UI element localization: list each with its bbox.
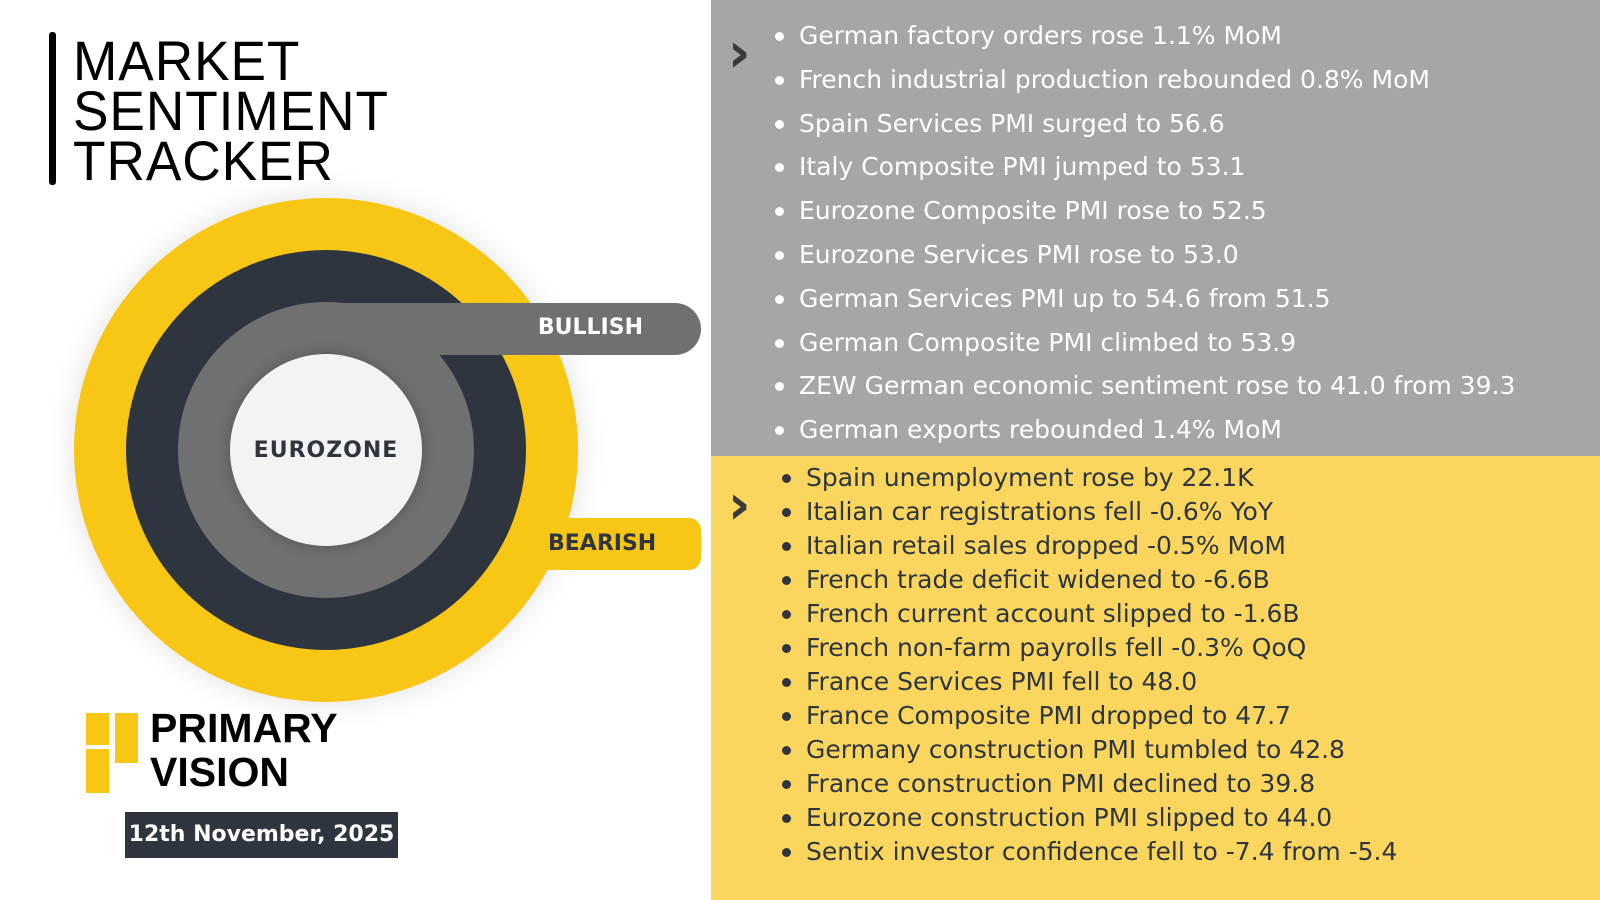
list-item: German factory orders rose 1.1% MoM (774, 18, 1515, 62)
page-title: MARKET SENTIMENT TRACKER (73, 29, 406, 192)
logo-mark (86, 713, 138, 793)
list-item: Germany construction PMI tumbled to 42.8 (781, 734, 1397, 768)
logo-text: PRIMARY VISION (150, 706, 338, 794)
list-item: Italy Composite PMI jumped to 53.1 (774, 149, 1515, 193)
logo-line: VISION (150, 749, 289, 795)
bullish-list: German factory orders rose 1.1% MoM Frenc… (774, 18, 1515, 456)
list-item: Eurozone construction PMI slipped to 44.… (781, 802, 1397, 836)
list-item: French current account slipped to -1.6B (781, 598, 1397, 632)
list-item: German Composite PMI climbed to 53.9 (774, 325, 1515, 369)
bullish-panel (711, 0, 1600, 456)
list-item: Italian retail sales dropped -0.5% MoM (781, 530, 1397, 564)
bearish-panel (711, 456, 1600, 900)
list-item: France Composite PMI dropped to 47.7 (781, 700, 1397, 734)
title-line: SENTIMENT (73, 79, 389, 142)
date-badge: 12th November, 2025 (125, 812, 398, 858)
list-item: Spain Services PMI surged to 56.6 (774, 106, 1515, 150)
chevron-right-icon: ›› (728, 473, 740, 536)
title-line: MARKET (73, 29, 301, 92)
bearish-tab: BEARISH (540, 518, 701, 570)
list-item: ZEW German economic sentiment rose to 41… (774, 368, 1515, 412)
bullish-label: BULLISH (537, 315, 643, 340)
center-label: EUROZONE (253, 437, 399, 463)
title-line: TRACKER (73, 129, 334, 192)
list-item: French trade deficit widened to -6.6B (781, 564, 1397, 598)
list-item: Sentix investor confidence fell to -7.4 … (781, 836, 1397, 870)
list-item: Eurozone Services PMI rose to 53.0 (774, 237, 1515, 281)
list-item: France construction PMI declined to 39.8 (781, 768, 1397, 802)
list-item: Spain unemployment rose by 22.1K (781, 462, 1397, 496)
list-item: German Services PMI up to 54.6 from 51.5 (774, 281, 1515, 325)
bearish-label: BEARISH (548, 531, 657, 556)
logo-line: PRIMARY (150, 705, 338, 751)
list-item: French industrial production rebounded 0… (774, 62, 1515, 106)
list-item: French non-farm payrolls fell -0.3% QoQ (781, 632, 1397, 666)
list-item: Italian car registrations fell -0.6% YoY (781, 496, 1397, 530)
bearish-list: Spain unemployment rose by 22.1K Italian … (781, 462, 1397, 870)
list-item: Eurozone Composite PMI rose to 52.5 (774, 193, 1515, 237)
list-item: France Services PMI fell to 48.0 (781, 666, 1397, 700)
title-accent-bar (49, 32, 56, 185)
center-circle: EUROZONE (230, 354, 422, 546)
list-item: German exports rebounded 1.4% MoM (774, 412, 1515, 456)
chevron-right-icon: ›› (728, 21, 740, 84)
